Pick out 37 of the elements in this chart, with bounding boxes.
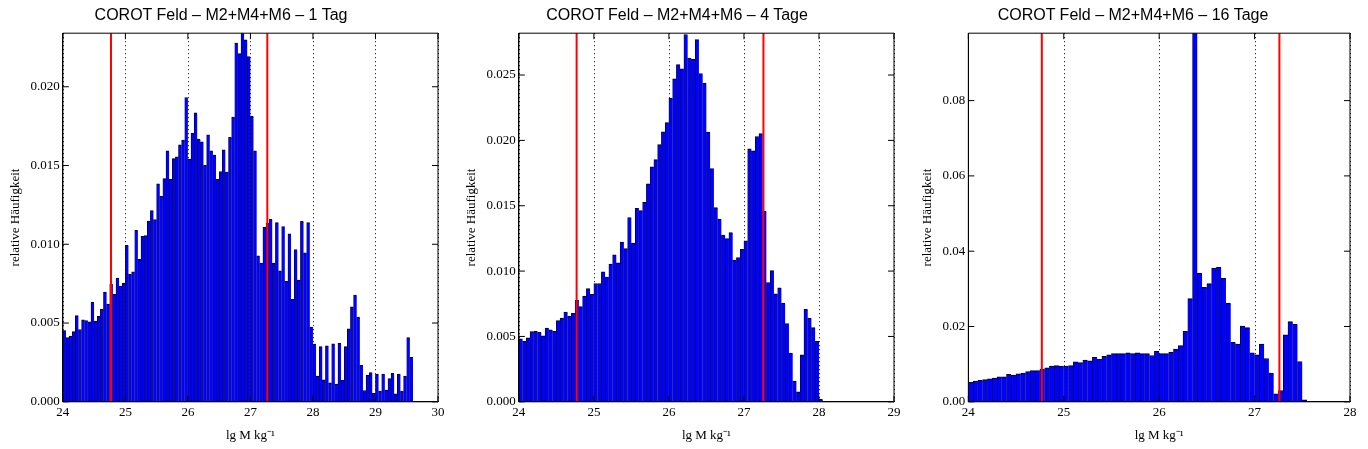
y-tick-label: 0.015 bbox=[30, 156, 60, 172]
y-tick-label: 0.005 bbox=[30, 314, 60, 330]
y-tick-label: 0.020 bbox=[486, 131, 516, 147]
x-tick-label: 25 bbox=[118, 404, 132, 420]
y-axis-title: relative Häufigkeit bbox=[7, 168, 23, 267]
y-tick-label: 0.005 bbox=[486, 327, 516, 343]
x-tick-label: 28 bbox=[812, 404, 826, 420]
y-tick-label: 0.010 bbox=[486, 262, 516, 278]
y-tick-label: 0.02 bbox=[942, 317, 966, 333]
y-tick-label: 0.04 bbox=[942, 242, 966, 258]
x-axis-title: lg M kg⁻¹ bbox=[681, 426, 732, 442]
x-tick-label: 25 bbox=[587, 404, 601, 420]
x-tick-label: 26 bbox=[181, 404, 195, 420]
y-tick-label: 0.06 bbox=[942, 167, 966, 183]
x-tick-label: 27 bbox=[737, 404, 751, 420]
x-axis-title: lg M kg⁻¹ bbox=[1134, 426, 1184, 442]
y-tick-label: 0.025 bbox=[486, 66, 516, 82]
x-tick-label: 29 bbox=[887, 404, 901, 420]
x-tick-label: 26 bbox=[662, 404, 676, 420]
y-tick-label: 0.010 bbox=[30, 235, 60, 251]
chart-title: COROT Feld – M2+M4+M6 – 4 Tage bbox=[546, 6, 808, 24]
x-tick-label: 28 bbox=[1343, 404, 1357, 420]
x-tick-label: 26 bbox=[1152, 404, 1167, 420]
y-axis-title: relative Häufigkeit bbox=[919, 168, 935, 267]
x-axis-title: lg M kg⁻¹ bbox=[225, 426, 276, 442]
x-tick-label: 29 bbox=[368, 404, 382, 420]
x-tick-label: 25 bbox=[1057, 404, 1071, 420]
x-tick-label: 27 bbox=[243, 404, 258, 420]
y-tick-label: 0.020 bbox=[30, 78, 60, 94]
y-tick-label: 0.015 bbox=[486, 197, 516, 213]
chart-title: COROT Feld – M2+M4+M6 – 16 Tage bbox=[997, 6, 1269, 24]
x-tick-label: 30 bbox=[431, 404, 445, 420]
x-tick-label: 27 bbox=[1248, 404, 1262, 420]
y-axis-title: relative Häufigkeit bbox=[463, 168, 479, 267]
chart-title: COROT Feld – M2+M4+M6 – 1 Tag bbox=[94, 6, 348, 24]
x-tick-label: 28 bbox=[306, 404, 320, 420]
y-tick-label: 0.08 bbox=[942, 92, 966, 108]
